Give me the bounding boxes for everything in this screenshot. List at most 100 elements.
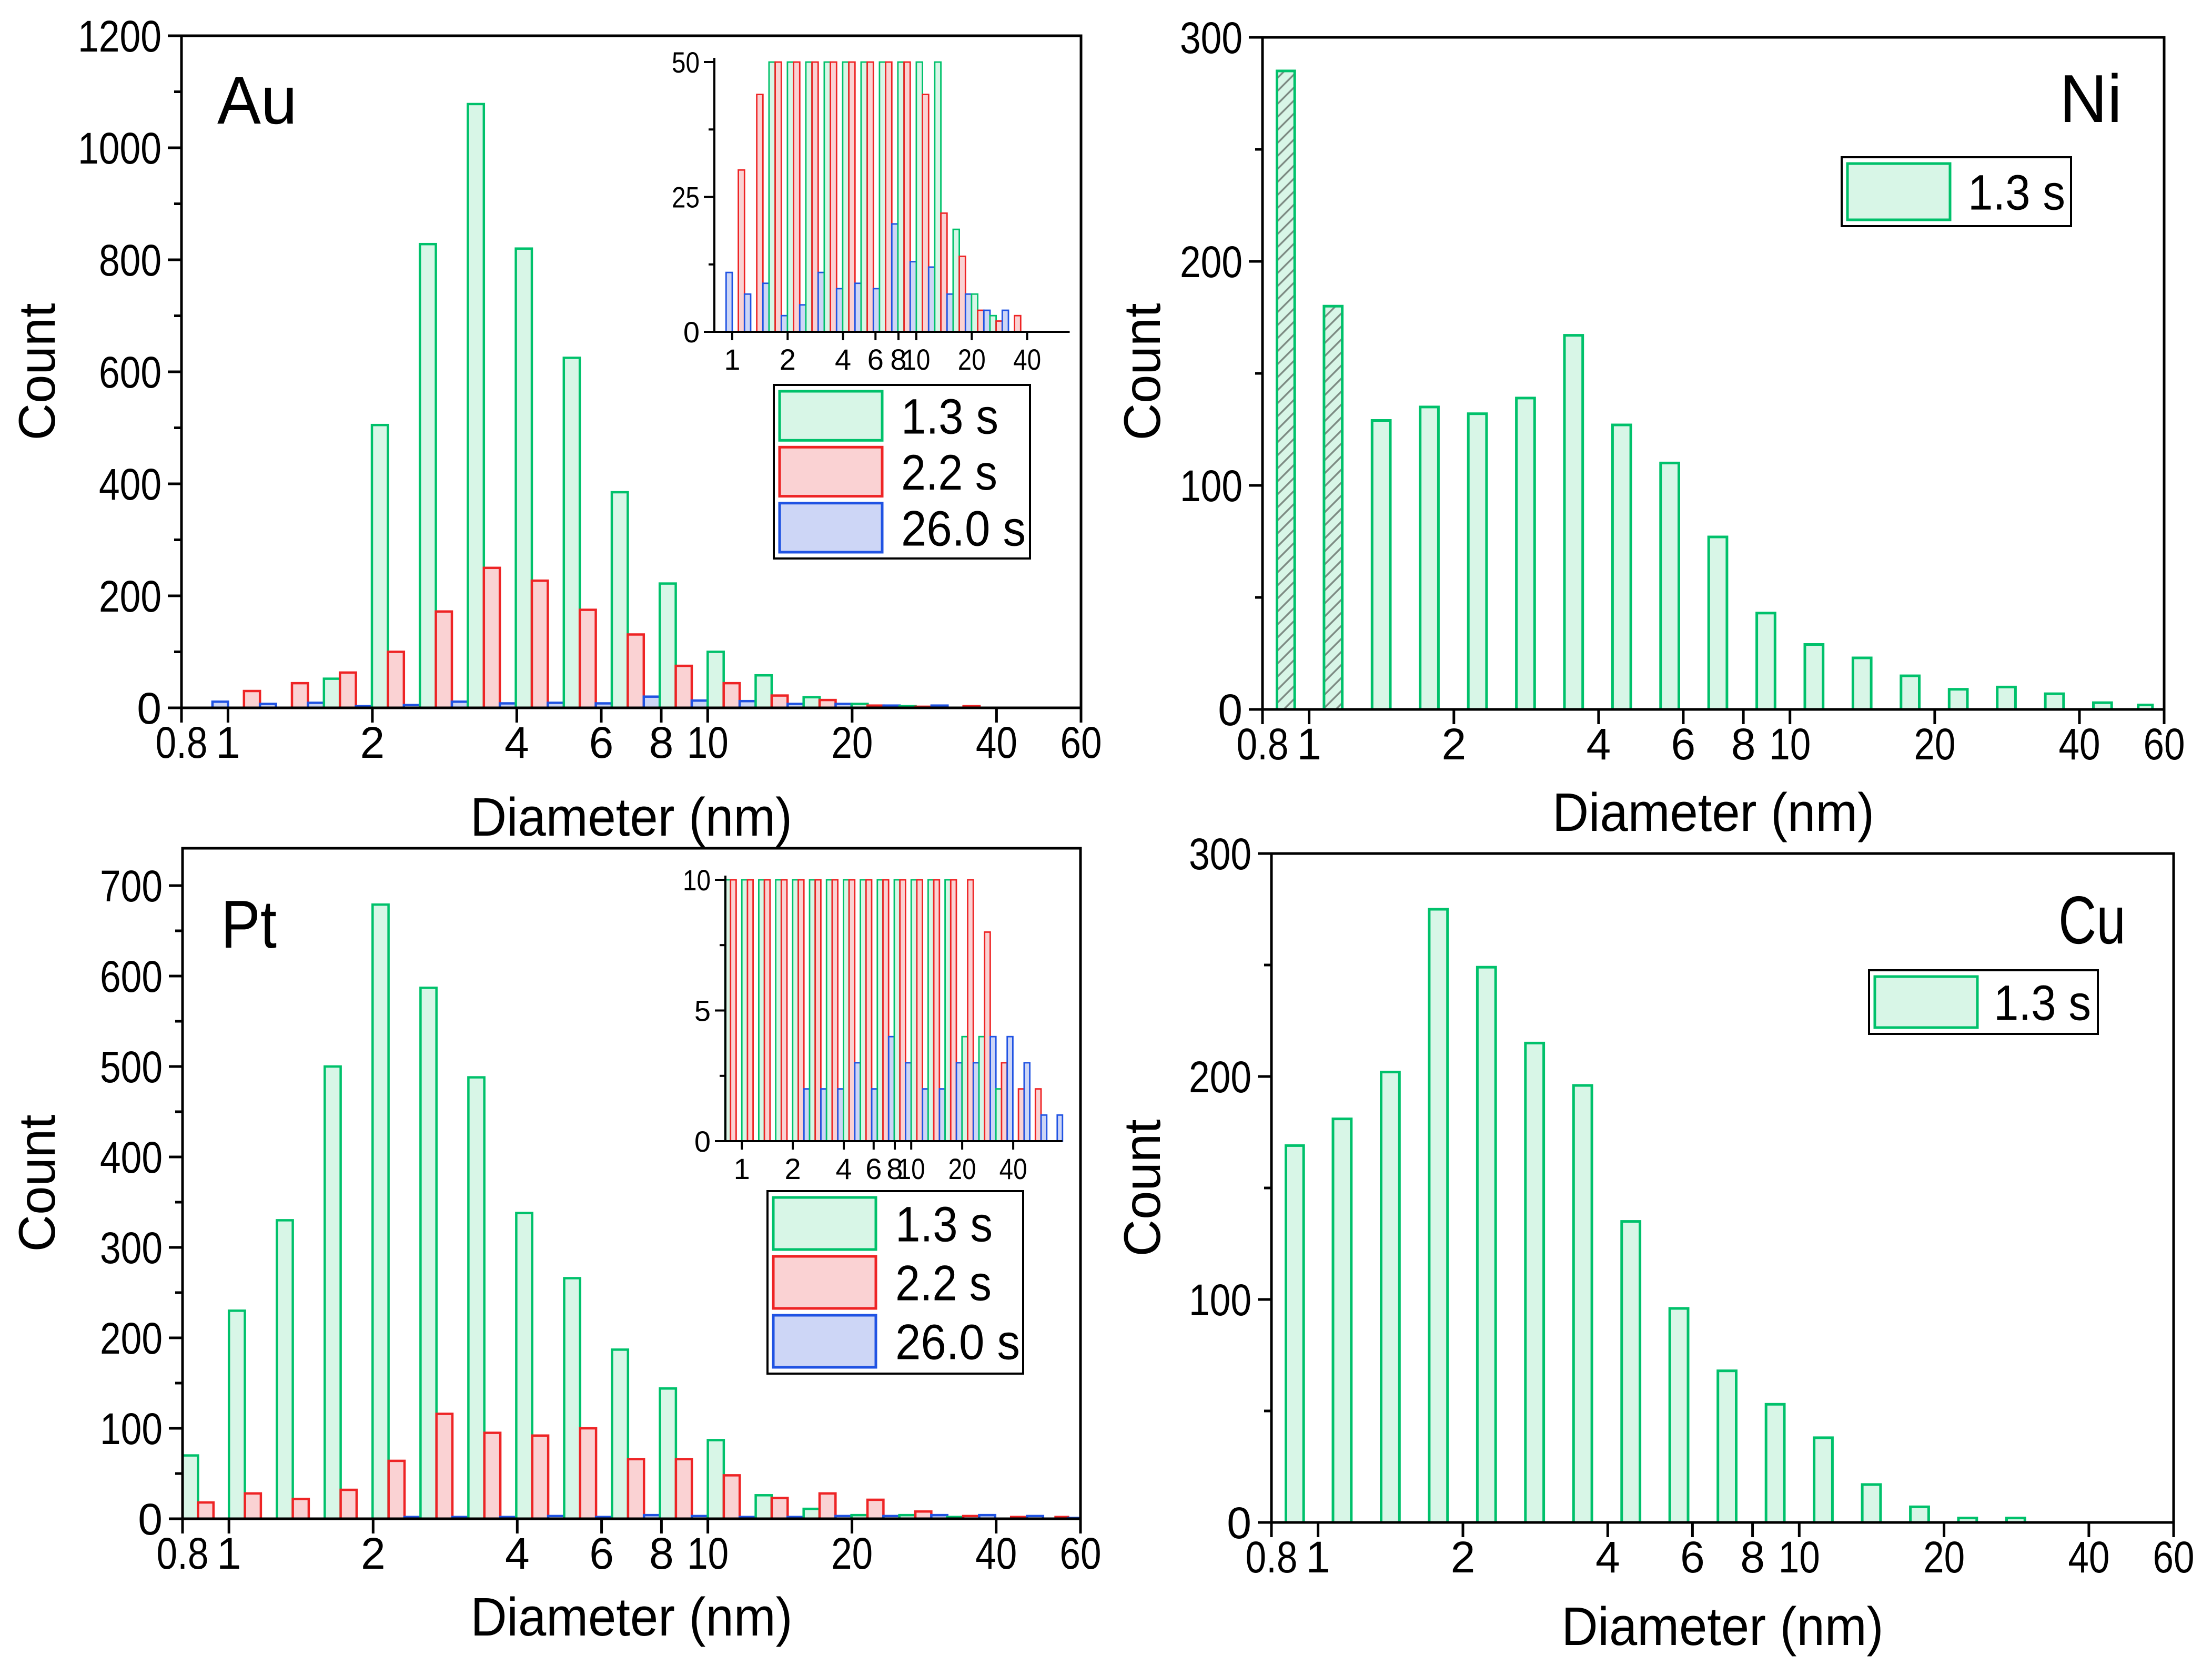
svg-text:0.8: 0.8 [1246,1532,1298,1582]
svg-text:Pt: Pt [221,887,277,962]
svg-text:40: 40 [2059,719,2100,769]
svg-text:0: 0 [1218,685,1243,735]
svg-text:2: 2 [1441,719,1466,769]
svg-text:26.0 s: 26.0 s [901,501,1026,556]
svg-text:200: 200 [99,572,161,621]
svg-text:8: 8 [1740,1532,1765,1582]
svg-text:6: 6 [865,1152,882,1185]
svg-text:10: 10 [687,1529,729,1578]
svg-text:10: 10 [1769,719,1811,769]
svg-text:Au: Au [217,63,297,138]
svg-text:Ni: Ni [2059,61,2122,137]
svg-text:300: 300 [1180,13,1243,63]
svg-text:2: 2 [785,1152,801,1185]
svg-text:1: 1 [734,1152,750,1185]
svg-text:1.3 s: 1.3 s [1968,165,2065,221]
svg-text:100: 100 [1189,1275,1251,1325]
svg-text:60: 60 [1060,1529,1102,1578]
svg-text:20: 20 [948,1152,976,1185]
svg-text:60: 60 [1060,718,1102,767]
svg-text:600: 600 [99,348,161,397]
svg-text:4: 4 [1595,1532,1620,1582]
svg-text:0: 0 [694,1125,711,1158]
svg-text:1.3 s: 1.3 s [1994,976,2091,1031]
svg-text:100: 100 [100,1404,163,1454]
svg-text:8: 8 [649,1529,674,1578]
svg-text:Diameter (nm): Diameter (nm) [1552,782,1874,842]
svg-text:500: 500 [100,1042,163,1092]
svg-text:10: 10 [1779,1532,1820,1582]
svg-text:1.3 s: 1.3 s [895,1197,993,1253]
svg-text:Cu: Cu [2058,882,2126,958]
svg-text:1: 1 [216,718,240,767]
svg-text:0.8: 0.8 [157,1529,209,1578]
svg-text:40: 40 [999,1152,1027,1185]
svg-text:4: 4 [836,1152,852,1185]
svg-text:8: 8 [886,1152,903,1185]
svg-text:10: 10 [683,864,711,897]
svg-text:Diameter (nm): Diameter (nm) [471,1587,793,1647]
svg-text:6: 6 [1680,1532,1705,1582]
svg-text:0: 0 [137,684,161,733]
svg-text:6: 6 [589,1529,614,1578]
svg-text:1: 1 [217,1529,241,1578]
svg-text:20: 20 [1914,719,1955,769]
svg-text:2: 2 [361,1529,386,1578]
svg-text:1: 1 [1306,1532,1330,1582]
svg-text:1: 1 [1297,719,1321,769]
svg-text:200: 200 [1189,1052,1251,1102]
svg-text:10: 10 [902,343,930,376]
svg-text:Count: Count [8,303,66,441]
svg-text:4: 4 [504,718,529,767]
svg-text:1: 1 [724,343,740,376]
svg-text:400: 400 [99,460,161,509]
svg-text:6: 6 [589,718,614,767]
svg-text:6: 6 [867,343,884,376]
svg-text:700: 700 [100,861,163,911]
svg-text:2.2 s: 2.2 s [895,1256,992,1312]
svg-text:400: 400 [100,1133,163,1182]
svg-text:0.8: 0.8 [156,718,208,767]
svg-text:8: 8 [1731,719,1756,769]
svg-text:300: 300 [100,1223,163,1273]
svg-text:20: 20 [958,343,986,376]
svg-text:40: 40 [2068,1532,2109,1582]
svg-text:600: 600 [100,952,163,1001]
svg-text:200: 200 [100,1314,163,1363]
svg-text:26.0 s: 26.0 s [895,1315,1020,1370]
svg-text:20: 20 [1923,1532,1965,1582]
svg-text:4: 4 [505,1529,530,1578]
svg-text:0.8: 0.8 [1237,719,1289,769]
svg-text:4: 4 [1587,719,1611,769]
svg-text:2.2 s: 2.2 s [901,445,997,501]
svg-text:4: 4 [835,343,851,376]
svg-text:2: 2 [1451,1532,1476,1582]
svg-text:8: 8 [890,343,906,376]
svg-text:60: 60 [2153,1532,2195,1582]
svg-text:Count: Count [1113,303,1171,441]
svg-text:1.3 s: 1.3 s [901,389,998,445]
svg-text:300: 300 [1189,829,1251,879]
svg-text:6: 6 [1671,719,1696,769]
svg-text:20: 20 [831,1529,873,1578]
svg-text:1200: 1200 [78,12,161,61]
svg-text:50: 50 [672,46,700,79]
svg-text:40: 40 [976,718,1017,767]
svg-text:Diameter (nm): Diameter (nm) [1562,1596,1884,1657]
svg-text:2: 2 [780,343,796,376]
svg-text:Diameter (nm): Diameter (nm) [470,787,792,847]
svg-text:40: 40 [975,1529,1017,1578]
svg-text:10: 10 [897,1152,925,1185]
svg-text:100: 100 [1180,461,1243,511]
svg-text:200: 200 [1180,237,1243,287]
svg-text:10: 10 [687,718,729,767]
svg-text:20: 20 [831,718,873,767]
svg-text:8: 8 [649,718,674,767]
svg-text:800: 800 [99,236,161,285]
svg-text:5: 5 [694,994,711,1028]
svg-text:0: 0 [138,1495,163,1544]
svg-text:2: 2 [360,718,385,767]
svg-text:0: 0 [1227,1498,1251,1548]
svg-text:Count: Count [1113,1120,1171,1257]
svg-text:0: 0 [683,316,700,349]
